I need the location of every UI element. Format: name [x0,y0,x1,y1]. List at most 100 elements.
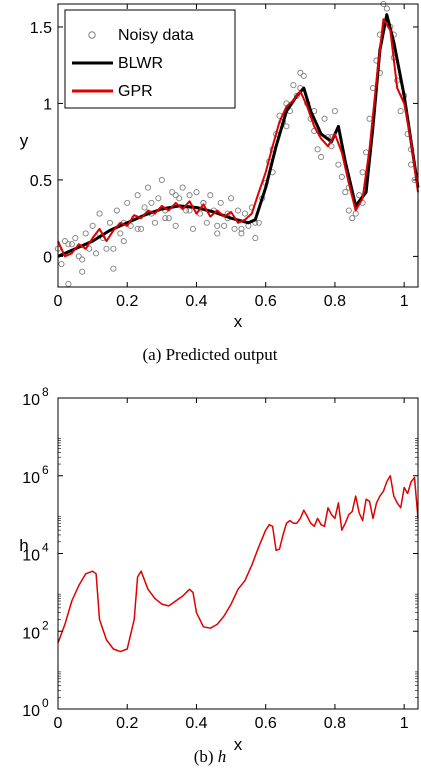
noisy-data-point [72,234,79,242]
noisy-data-point [103,245,110,252]
y-tick-label: 0.5 [30,173,52,190]
y-tick-exponent: 6 [42,463,49,477]
noisy-data-point [300,72,307,79]
noisy-data-point [189,225,197,232]
noisy-data-point [231,225,238,232]
y-tick-label: 10 [22,470,40,487]
y-tick-exponent: 4 [42,541,49,555]
h-line [57,475,419,653]
noisy-data-point [217,199,224,206]
noisy-data-point [214,222,221,229]
x-tick-label: 0.2 [116,715,138,732]
y-axis-label: y [20,131,29,150]
noisy-data-point [117,230,124,237]
y-tick-label: 10 [22,703,40,720]
y-tick-base: 10 [22,470,40,487]
x-tick-label: 0.6 [255,293,277,310]
noisy-data-point [203,219,210,226]
legend-label: BLWR [118,55,163,72]
noisy-data-point [345,207,352,214]
noisy-data-point [283,123,290,130]
noisy-data-point [68,241,75,248]
x-tick-label: 0.4 [185,293,207,310]
gpr-line [57,18,419,258]
noisy-data-point [151,219,158,226]
noisy-data-point [238,225,245,232]
x-axis-label: x [234,312,243,331]
y-tick-label: 0 [43,249,52,266]
noisy-data-point [221,222,228,229]
noisy-data-point [383,5,390,12]
y-tick-label: 1.5 [30,20,52,37]
noisy-data-point [110,245,117,252]
y-tick-exponent: 2 [42,618,49,632]
noisy-data-point [314,146,321,153]
noisy-data-point [186,192,193,199]
x-tick-label: 0 [54,715,63,732]
noisy-data-point [397,108,404,115]
caption-b-symbol: h [218,747,227,766]
y-tick-base: 10 [22,625,40,642]
x-tick-label: 0 [54,293,63,310]
noisy-data-point [134,225,141,232]
y-tick-label: 1 [43,96,52,113]
noisy-data-point [155,195,162,202]
plot-frame [57,397,419,710]
noisy-data-point [241,210,248,217]
noisy-data-point [359,169,366,176]
noisy-data-point [290,82,297,89]
noisy-data-point [169,189,176,196]
noisy-data-point [89,222,96,229]
y-tick-base: 10 [22,703,40,720]
noisy-data-point [165,215,172,222]
noisy-data-point [96,210,103,217]
noisy-data-point [349,215,356,222]
legend: Noisy data BLWR GPR [64,9,236,109]
noisy-data-point [352,210,359,217]
noisy-data-point [65,280,72,287]
noisy-data-point [61,238,68,245]
panel-a-predicted-output: 0 0.2 0.4 0.6 0.8 1 0 0.5 1 1.5 x y Noisy data BLWR GP… [20,0,420,364]
noisy-data-point [338,173,345,180]
caption-b-prefix: (b) [194,747,218,766]
y-tick-exponent: 8 [42,385,49,399]
noisy-data-point [65,241,72,248]
noisy-data-point [172,222,179,229]
noisy-data-point [179,184,186,191]
noisy-data-point [148,199,155,206]
caption-a: (a) Predicted output [142,345,277,364]
noisy-data-point [134,192,141,199]
x-tick-label: 0.8 [324,293,346,310]
y-tick-label: 10 [22,625,40,642]
noisy-data-point [113,207,120,214]
noisy-data-point [193,189,200,196]
x-tick-label: 1 [400,715,409,732]
noisy-data-point [58,261,65,268]
y-axis-label: h [19,536,28,555]
noisy-data-point [144,184,152,191]
plot-frame [57,3,419,288]
noisy-data-point [82,230,89,237]
noisy-data-point [318,153,325,161]
x-tick-label: 0.6 [255,715,277,732]
noisy-data-point [93,250,100,257]
noisy-data-point [238,230,245,237]
noisy-data-point [356,192,363,199]
noisy-data-point [214,230,221,237]
caption-b: (b) h [194,747,227,766]
noisy-data-point [335,161,342,168]
noisy-data-point [342,189,349,196]
y-tick-base: 10 [22,392,40,409]
x-axis-label: x [234,735,243,754]
noisy-data-point [252,234,259,242]
noisy-data-point [297,69,304,76]
noisy-data-point [321,115,328,122]
noisy-data-point [172,192,179,199]
noisy-data-point [331,108,338,115]
noisy-data-point [162,215,169,222]
noisy-data-point [366,115,373,122]
noisy-data-point [75,253,82,260]
noisy-data-point [124,199,131,206]
